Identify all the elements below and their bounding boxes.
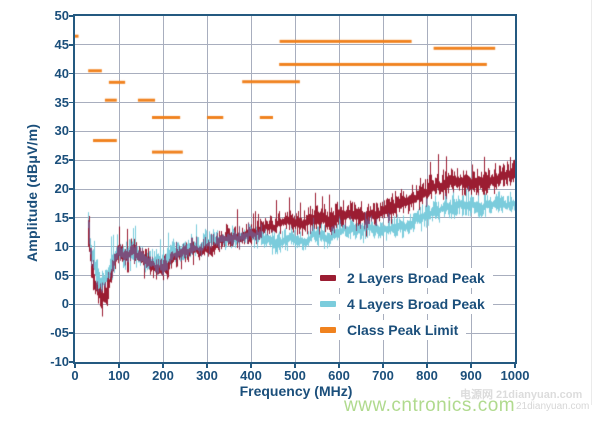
x-tick-label: 600 xyxy=(328,368,350,383)
legend-item-2-layers: 2 Layers Broad Peak xyxy=(312,268,493,288)
y-tick-label: 40 xyxy=(54,65,69,81)
legend-label-2-layers: 2 Layers Broad Peak xyxy=(347,270,485,286)
x-tick-mark xyxy=(426,364,428,368)
legend-label-4-layers: 4 Layers Broad Peak xyxy=(347,296,485,312)
x-tick-mark xyxy=(514,364,516,368)
x-tick-mark xyxy=(470,364,472,368)
y-tick-mark xyxy=(69,44,73,46)
y-tick-label: 20 xyxy=(54,181,69,196)
plot-border xyxy=(73,14,517,364)
y-tick-mark xyxy=(69,72,73,75)
y-tick-mark xyxy=(69,332,73,334)
y-tick-mark xyxy=(69,101,73,104)
x-tick-label: 400 xyxy=(240,368,262,383)
y-tick-label: 10 xyxy=(54,238,69,254)
y-tick-label: 45 xyxy=(54,36,69,52)
watermark-gray-top: 电源网 21dianyuan.com xyxy=(460,389,583,401)
y-tick-mark xyxy=(69,303,73,306)
x-axis-title: Frequency (MHz) xyxy=(239,383,353,399)
y-tick-label: -10 xyxy=(50,354,69,369)
x-tick-label: 800 xyxy=(416,368,438,383)
legend: 2 Layers Broad Peak 4 Layers Broad Peak … xyxy=(312,268,493,346)
x-tick-label: 100 xyxy=(108,368,130,383)
x-tick-label: 0 xyxy=(71,368,79,383)
legend-swatch-class-peak-limit xyxy=(320,327,336,333)
x-tick-label: 900 xyxy=(460,368,482,383)
y-tick-label: -05 xyxy=(50,325,69,341)
x-tick-mark xyxy=(74,364,76,368)
y-tick-label: 30 xyxy=(54,123,69,139)
y-tick-label: 35 xyxy=(54,94,69,110)
legend-swatch-4-layers xyxy=(320,301,336,307)
y-tick-label: 50 xyxy=(54,8,69,23)
legend-item-4-layers: 4 Layers Broad Peak xyxy=(312,294,493,314)
x-tick-mark xyxy=(294,364,296,368)
y-tick-label: 25 xyxy=(54,152,69,168)
y-tick-label: 15 xyxy=(54,209,69,225)
x-tick-label: 700 xyxy=(372,368,394,383)
y-tick-label: 05 xyxy=(54,267,69,283)
x-tick-mark xyxy=(162,364,164,368)
legend-label-class-peak-limit: Class Peak Limit xyxy=(347,322,459,338)
watermark-gray-bottom: 21dianyuan.com xyxy=(516,401,590,412)
x-tick-mark xyxy=(382,364,384,368)
y-tick-mark xyxy=(69,188,73,190)
x-tick-label: 200 xyxy=(152,368,174,383)
x-tick-label: 500 xyxy=(284,368,306,383)
y-tick-mark xyxy=(69,361,73,363)
y-tick-mark xyxy=(69,274,73,277)
y-tick-label: 0 xyxy=(61,296,69,312)
legend-swatch-2-layers xyxy=(320,275,336,281)
x-tick-mark xyxy=(118,364,120,368)
y-tick-mark xyxy=(69,245,73,248)
x-tick-mark xyxy=(206,364,208,368)
y-tick-mark xyxy=(69,217,73,219)
y-tick-mark xyxy=(69,159,73,161)
x-tick-label: 1000 xyxy=(500,368,530,383)
legend-item-class-peak-limit: Class Peak Limit xyxy=(312,320,467,340)
x-tick-mark xyxy=(250,364,252,368)
y-tick-mark xyxy=(69,15,73,17)
x-tick-mark xyxy=(338,364,340,368)
watermark-green: www.cntronics.com xyxy=(344,395,516,416)
y-tick-mark xyxy=(69,130,73,133)
page-edge-line xyxy=(591,0,592,405)
x-tick-label: 300 xyxy=(196,368,218,383)
